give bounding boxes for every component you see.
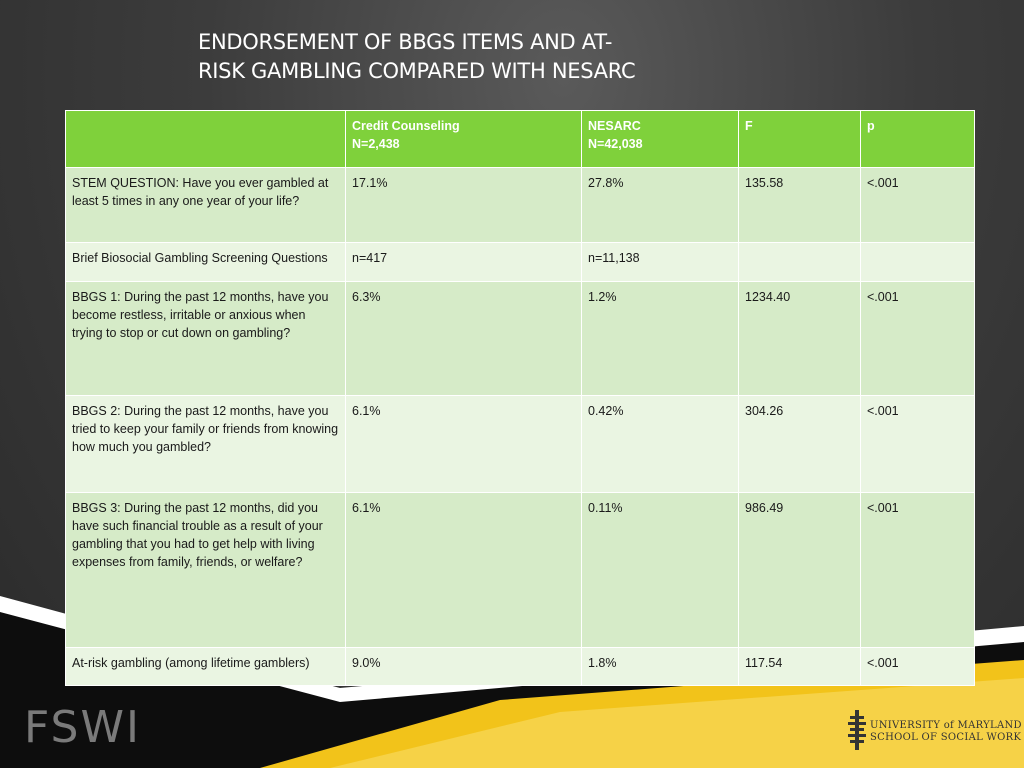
slide-title-line-2: RISK GAMBLING COMPARED WITH NESARC — [198, 59, 636, 83]
header-f: F — [738, 110, 861, 168]
fswi-logo: FSWI — [24, 702, 141, 753]
university-name: UNIVERSITY of MARYLAND SCHOOL OF SOCIAL … — [870, 720, 1022, 744]
table-row: BBGS 1: During the past 12 months, have … — [65, 280, 975, 397]
table-row: BBGS 3: During the past 12 months, did y… — [65, 491, 975, 648]
cell-p: <.001 — [860, 646, 975, 687]
header-item — [65, 110, 346, 168]
header-credit-counseling-label: Credit Counseling — [352, 119, 460, 133]
table-header-row: Credit Counseling N=2,438 NESARC N=42,03… — [65, 110, 975, 168]
header-credit-counseling: Credit Counseling N=2,438 — [345, 110, 582, 168]
cell-f: 135.58 — [738, 166, 861, 244]
table-row: STEM QUESTION: Have you ever gambled at … — [65, 166, 975, 244]
cell-p: <.001 — [860, 395, 975, 493]
row-label: BBGS 2: During the past 12 months, have … — [65, 395, 346, 493]
row-label: STEM QUESTION: Have you ever gambled at … — [65, 166, 346, 244]
cell-f — [738, 242, 861, 282]
yellow-swoosh-light — [330, 678, 1024, 768]
university-name-line-2: SCHOOL OF SOCIAL WORK — [870, 732, 1022, 743]
cell-nesarc: 27.8% — [581, 166, 739, 244]
cell-credit-counseling: 6.3% — [345, 280, 582, 397]
cell-nesarc: n=11,138 — [581, 242, 739, 282]
table-row: BBGS 2: During the past 12 months, have … — [65, 395, 975, 493]
cell-nesarc: 0.42% — [581, 395, 739, 493]
cell-nesarc: 1.2% — [581, 280, 739, 397]
comparison-table: Credit Counseling N=2,438 NESARC N=42,03… — [65, 110, 975, 687]
university-crest-icon — [848, 710, 866, 750]
cell-nesarc: 1.8% — [581, 646, 739, 687]
header-nesarc-label: NESARC — [588, 119, 641, 133]
cell-f: 1234.40 — [738, 280, 861, 397]
cell-p — [860, 242, 975, 282]
university-logo: UNIVERSITY of MARYLAND SCHOOL OF SOCIAL … — [848, 710, 1022, 752]
header-nesarc: NESARC N=42,038 — [581, 110, 739, 168]
table-row: At-risk gambling (among lifetime gambler… — [65, 646, 975, 687]
cell-credit-counseling: n=417 — [345, 242, 582, 282]
cell-credit-counseling: 17.1% — [345, 166, 582, 244]
slide-title-line-1: ENDORSEMENT OF BBGS ITEMS AND AT- — [198, 30, 613, 54]
cell-f: 304.26 — [738, 395, 861, 493]
cell-nesarc: 0.11% — [581, 491, 739, 648]
cell-p: <.001 — [860, 280, 975, 397]
cell-p: <.001 — [860, 166, 975, 244]
header-p: p — [860, 110, 975, 168]
university-name-line-1: UNIVERSITY of MARYLAND — [870, 720, 1022, 731]
row-label: BBGS 3: During the past 12 months, did y… — [65, 491, 346, 648]
cell-f: 986.49 — [738, 491, 861, 648]
cell-credit-counseling: 6.1% — [345, 395, 582, 493]
table-row: Brief Biosocial Gambling Screening Quest… — [65, 242, 975, 282]
cell-p: <.001 — [860, 491, 975, 648]
slide-title: ENDORSEMENT OF BBGS ITEMS AND AT- RISK G… — [198, 28, 758, 86]
row-label: At-risk gambling (among lifetime gambler… — [65, 646, 346, 687]
cell-credit-counseling: 9.0% — [345, 646, 582, 687]
header-credit-counseling-n: N=2,438 — [352, 137, 400, 151]
row-label: Brief Biosocial Gambling Screening Quest… — [65, 242, 346, 282]
header-nesarc-n: N=42,038 — [588, 137, 643, 151]
cell-credit-counseling: 6.1% — [345, 491, 582, 648]
row-label: BBGS 1: During the past 12 months, have … — [65, 280, 346, 397]
cell-f: 117.54 — [738, 646, 861, 687]
